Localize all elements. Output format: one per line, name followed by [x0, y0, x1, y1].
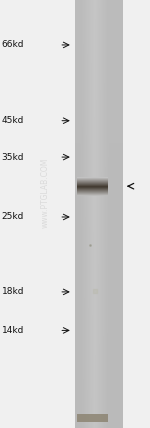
Text: 66kd: 66kd [2, 40, 24, 50]
Text: www.PTGLAB.COM: www.PTGLAB.COM [40, 158, 50, 228]
Text: 25kd: 25kd [2, 212, 24, 222]
Text: 14kd: 14kd [2, 326, 24, 335]
Text: 18kd: 18kd [2, 287, 24, 297]
Text: 35kd: 35kd [2, 152, 24, 162]
Text: 45kd: 45kd [2, 116, 24, 125]
